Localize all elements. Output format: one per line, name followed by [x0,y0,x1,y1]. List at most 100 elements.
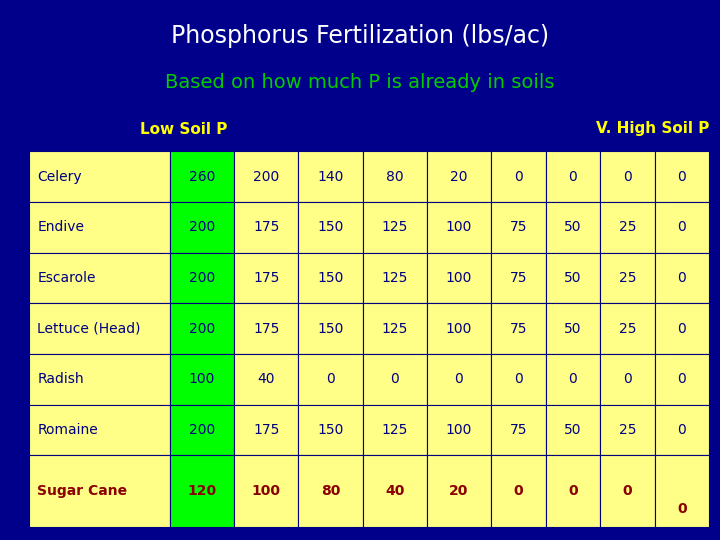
Text: 100: 100 [446,423,472,437]
Text: 50: 50 [564,423,582,437]
Text: 125: 125 [382,220,408,234]
Text: 0: 0 [568,484,577,498]
Text: Sugar Cane: Sugar Cane [37,484,127,498]
Text: 0: 0 [678,220,686,234]
Text: 0: 0 [623,373,631,387]
Text: 200: 200 [253,170,279,184]
Text: 150: 150 [318,271,343,285]
Text: 50: 50 [564,271,582,285]
Text: 25: 25 [618,220,636,234]
Text: 200: 200 [189,220,215,234]
Bar [298,405,363,456]
Text: 0: 0 [623,484,632,498]
Bar [600,151,654,202]
Bar [170,456,234,526]
Bar [654,253,709,303]
Bar [546,202,600,253]
Text: V. High Soil P: V. High Soil P [596,122,709,137]
Bar [491,202,546,253]
Bar [29,151,170,202]
Bar [298,303,363,354]
Bar [600,253,654,303]
Bar [298,253,363,303]
Text: 75: 75 [510,220,527,234]
Text: 100: 100 [446,322,472,336]
Bar [298,151,363,202]
Text: 200: 200 [189,423,215,437]
Bar [29,456,170,526]
Bar [234,202,298,253]
Text: Based on how much P is already in soils: Based on how much P is already in soils [166,73,554,92]
Text: 120: 120 [187,484,217,498]
Text: 175: 175 [253,220,279,234]
Bar [427,405,491,456]
Text: Low Soil P: Low Soil P [140,122,228,137]
Bar [170,151,234,202]
Bar [546,456,600,526]
Bar [363,405,427,456]
Bar [234,151,298,202]
Text: 175: 175 [253,423,279,437]
Bar [29,202,170,253]
Bar [654,303,709,354]
Bar [298,202,363,253]
Text: Lettuce (Head): Lettuce (Head) [37,322,141,336]
Bar [170,253,234,303]
Text: 0: 0 [677,502,687,516]
Bar [491,405,546,456]
Text: 75: 75 [510,271,527,285]
Text: 40: 40 [258,373,275,387]
Text: Celery: Celery [37,170,82,184]
Bar [29,253,170,303]
Text: 260: 260 [189,170,215,184]
Bar [298,456,363,526]
Bar [29,405,170,456]
Bar [170,354,234,405]
Text: 0: 0 [514,373,523,387]
Text: 100: 100 [446,220,472,234]
Text: 0: 0 [678,271,686,285]
Text: 0: 0 [454,373,463,387]
Text: 0: 0 [568,373,577,387]
Bar [491,253,546,303]
Text: 20: 20 [450,170,467,184]
Bar [363,151,427,202]
Bar [298,354,363,405]
Text: 0: 0 [678,322,686,336]
Text: 125: 125 [382,322,408,336]
Bar [363,303,427,354]
Bar [234,456,298,526]
Text: 25: 25 [618,423,636,437]
Bar [491,303,546,354]
Text: 100: 100 [189,373,215,387]
Bar [654,456,709,526]
Bar [546,354,600,405]
Text: 50: 50 [564,322,582,336]
Bar [363,354,427,405]
Bar [427,253,491,303]
Text: 150: 150 [318,220,343,234]
Text: 80: 80 [321,484,340,498]
Text: 0: 0 [513,484,523,498]
Bar [600,202,654,253]
Text: 100: 100 [252,484,281,498]
Text: 150: 150 [318,423,343,437]
Text: Endive: Endive [37,220,84,234]
Text: 0: 0 [568,170,577,184]
Text: 150: 150 [318,322,343,336]
Bar [654,354,709,405]
Bar [29,354,170,405]
Text: 0: 0 [623,170,631,184]
Bar [29,303,170,354]
Bar [546,151,600,202]
Text: 125: 125 [382,271,408,285]
Text: 175: 175 [253,271,279,285]
Bar [491,456,546,526]
Bar [170,202,234,253]
Text: 20: 20 [449,484,469,498]
Text: 140: 140 [318,170,343,184]
Text: 25: 25 [618,271,636,285]
Bar [234,405,298,456]
Bar [363,202,427,253]
Text: 200: 200 [189,322,215,336]
